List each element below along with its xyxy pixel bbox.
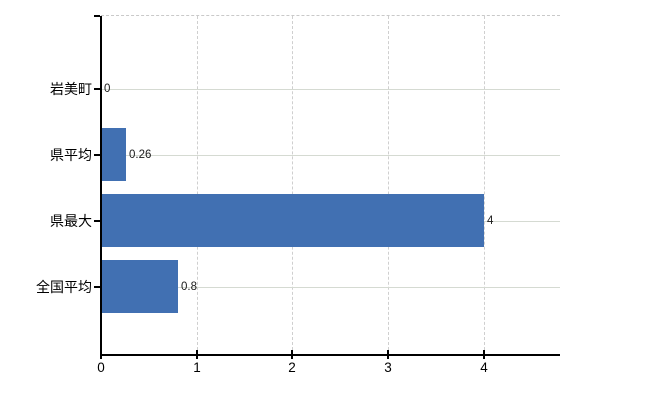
h-gridline <box>101 155 560 156</box>
plot-top-border <box>101 15 560 16</box>
y-axis-top-tick <box>94 15 100 17</box>
bar <box>101 260 178 313</box>
bar-value-label: 4 <box>487 215 494 227</box>
v-gridline <box>292 16 293 355</box>
category-label: 県平均 <box>50 147 92 163</box>
category-label: 岩美町 <box>50 81 92 97</box>
x-axis-tick <box>291 350 293 359</box>
x-tick-label: 0 <box>97 360 105 375</box>
x-axis-tick <box>100 350 102 359</box>
v-gridline <box>484 16 485 355</box>
category-label: 全国平均 <box>36 279 92 295</box>
x-tick-label: 3 <box>384 360 392 375</box>
v-gridline <box>388 16 389 355</box>
x-tick-label: 2 <box>288 360 296 375</box>
bar-value-label: 0.8 <box>181 281 197 293</box>
x-axis-tick <box>387 350 389 359</box>
x-tick-label: 4 <box>480 360 488 375</box>
category-label: 県最大 <box>50 213 92 229</box>
bar <box>101 194 484 247</box>
x-axis-line <box>100 354 560 356</box>
plot-area: 0 0.26 4 0.8 <box>101 16 560 355</box>
v-gridline <box>197 16 198 355</box>
x-tick-label: 1 <box>193 360 201 375</box>
h-gridline <box>101 287 560 288</box>
y-axis-tick <box>94 220 100 222</box>
bar-value-label: 0.26 <box>129 149 152 161</box>
y-axis-tick <box>94 154 100 156</box>
y-axis-tick <box>94 88 100 90</box>
y-axis-tick <box>94 286 100 288</box>
bar <box>101 128 126 181</box>
x-axis-tick <box>483 350 485 359</box>
y-axis-line <box>100 16 102 356</box>
x-axis-tick <box>196 350 198 359</box>
h-gridline <box>101 89 560 90</box>
bar-value-label: 0 <box>104 83 111 95</box>
